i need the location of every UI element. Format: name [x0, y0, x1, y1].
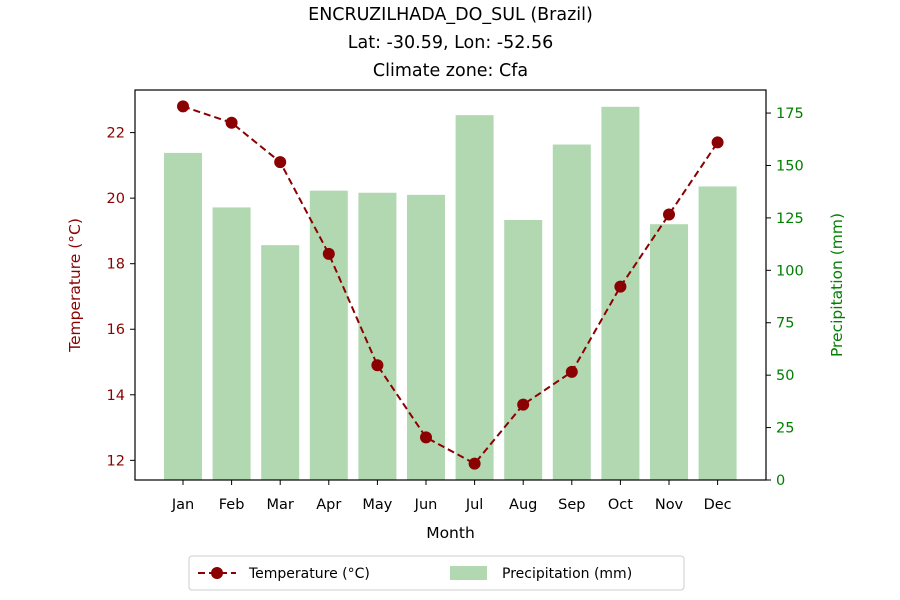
temperature-point-nov — [663, 208, 675, 221]
legend-temperature-marker-icon — [211, 567, 223, 579]
x-tick-label-sep: Sep — [558, 497, 585, 513]
legend-precipitation-label: Precipitation (mm) — [502, 566, 632, 582]
temperature-point-apr — [322, 247, 335, 260]
y-axis-left: 12 14 16 18 20 22 — [107, 126, 135, 469]
temperature-point-feb — [225, 116, 238, 129]
temperature-point-jan — [177, 100, 189, 113]
x-tick-label-apr: Apr — [316, 497, 341, 513]
precipitation-bar-nov — [650, 224, 688, 480]
y-left-tick-label-20: 20 — [107, 191, 125, 207]
y-left-tick-label-16: 16 — [107, 322, 125, 338]
precipitation-bar-sep — [552, 144, 591, 481]
y-left-tick-label-12: 12 — [107, 453, 125, 469]
x-axis: Jan Feb Mar Apr May Jun Jul Aug Sep Oct Nov Dec — [171, 480, 732, 513]
x-axis-label: Month — [426, 524, 475, 542]
y-right-tick-label-100: 100 — [776, 263, 804, 279]
y-right-tick-label-50: 50 — [776, 368, 794, 384]
precipitation-bar-mar — [261, 245, 300, 480]
temperature-line — [177, 100, 724, 470]
legend: Temperature (°C) Precipitation (mm) — [188, 555, 685, 591]
chart-title-line-3: Climate zone: Cfa — [373, 61, 528, 81]
temperature-point-sep — [565, 365, 578, 378]
x-tick-label-feb: Feb — [219, 497, 245, 513]
legend-precipitation-swatch-icon — [450, 566, 487, 580]
temperature-point-aug — [517, 398, 530, 411]
x-tick-label-jul: Jul — [465, 497, 484, 513]
plot-frame — [134, 89, 767, 481]
precipitation-bar-aug — [504, 220, 543, 480]
temperature-point-jul — [468, 457, 481, 470]
precipitation-bar-feb — [212, 207, 251, 480]
precipitation-bar-may — [358, 192, 397, 480]
x-tick-label-dec: Dec — [704, 497, 732, 513]
x-tick-label-oct: Oct — [608, 497, 633, 513]
precipitation-bar-apr — [309, 190, 348, 481]
temperature-point-oct — [614, 280, 627, 293]
legend-temperature-label: Temperature (°C) — [248, 566, 370, 582]
y-right-tick-label-175: 175 — [776, 106, 804, 122]
chart-title-line-2: Lat: -30.59, Lon: -52.56 — [348, 33, 553, 53]
y-left-tick-label-22: 22 — [107, 126, 125, 142]
y-right-tick-label-75: 75 — [776, 316, 794, 332]
y-axis-right-label: Precipitation (mm) — [828, 213, 846, 357]
temperature-point-jun — [420, 431, 432, 444]
x-tick-label-aug: Aug — [509, 497, 537, 513]
y-right-tick-label-0: 0 — [776, 473, 785, 489]
y-axis-left-label: Temperature (°C) — [66, 218, 84, 353]
precipitation-bar-jul — [455, 115, 494, 481]
x-tick-label-may: May — [362, 497, 392, 513]
y-left-tick-label-18: 18 — [107, 257, 125, 273]
y-right-tick-label-25: 25 — [776, 421, 794, 437]
chart-title: ENCRUZILHADA_DO_SUL (Brazil) Lat: -30.59,… — [308, 5, 593, 81]
temperature-point-may — [371, 359, 384, 372]
y-right-tick-label-150: 150 — [776, 158, 804, 174]
x-tick-label-nov: Nov — [655, 497, 684, 513]
temperature-point-dec — [711, 136, 724, 149]
precipitation-bar-dec — [698, 186, 737, 481]
x-tick-label-jan: Jan — [171, 497, 194, 513]
precipitation-bars — [164, 106, 737, 481]
temperature-point-mar — [274, 156, 287, 169]
y-left-tick-label-14: 14 — [107, 388, 125, 404]
legend-frame — [188, 555, 685, 591]
x-tick-label-jun: Jun — [414, 497, 438, 513]
chart-title-line-1: ENCRUZILHADA_DO_SUL (Brazil) — [308, 5, 593, 25]
precipitation-bar-jan — [164, 152, 202, 480]
y-axis-right: 0 25 50 75 100 125 150 175 — [766, 106, 804, 489]
x-tick-label-mar: Mar — [267, 497, 294, 513]
y-right-tick-label-125: 125 — [776, 211, 804, 227]
precipitation-bar-oct — [601, 106, 640, 480]
temperature-series-line — [182, 105, 719, 465]
